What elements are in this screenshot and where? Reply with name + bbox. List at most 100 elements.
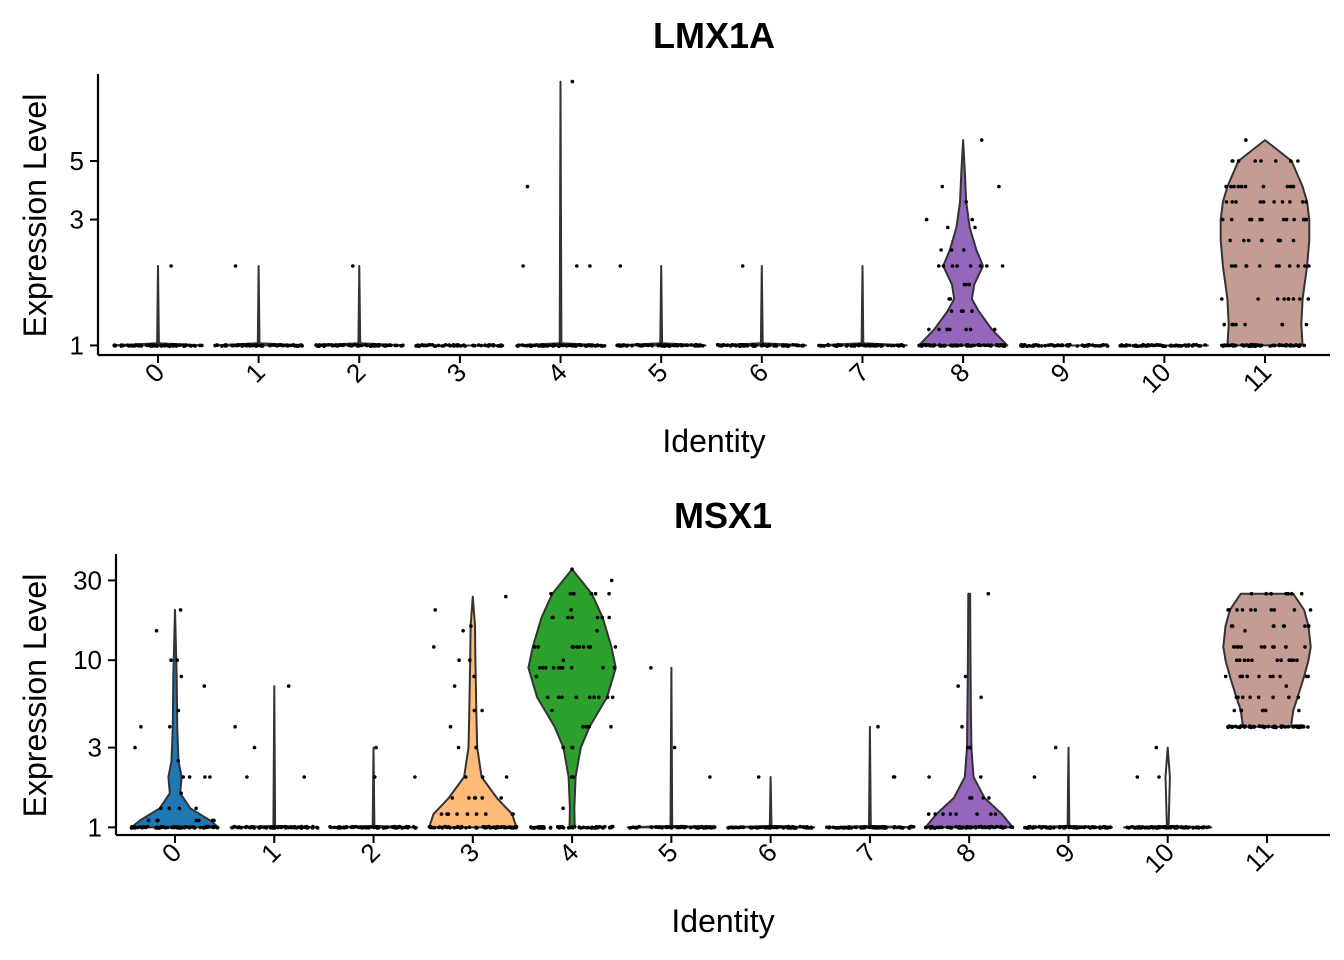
data-point — [311, 824, 315, 829]
data-point — [1153, 343, 1158, 348]
data-point — [1282, 297, 1286, 301]
data-point — [472, 343, 477, 348]
data-point — [751, 342, 755, 347]
data-point — [599, 343, 603, 348]
data-point — [352, 343, 357, 347]
data-point — [413, 826, 417, 830]
data-point — [337, 343, 341, 348]
data-point — [1288, 184, 1293, 189]
data-point — [1239, 645, 1243, 649]
data-point — [928, 826, 933, 830]
data-point — [1256, 297, 1260, 301]
x-tick-label: 10 — [1135, 357, 1177, 399]
data-point — [911, 825, 916, 829]
data-point — [1098, 826, 1103, 830]
data-point — [1120, 343, 1124, 348]
data-point — [968, 327, 973, 332]
data-point — [570, 745, 575, 750]
data-point — [1075, 344, 1080, 348]
data-point — [972, 343, 976, 348]
data-point — [731, 343, 735, 347]
data-point — [381, 343, 386, 348]
data-point — [956, 684, 960, 688]
data-point — [607, 615, 611, 620]
x-tick-label: 2 — [340, 357, 371, 388]
data-point — [772, 825, 776, 830]
violin-cluster-0 — [112, 264, 204, 349]
data-point — [1296, 695, 1301, 700]
data-point — [1289, 658, 1293, 662]
data-point — [773, 343, 777, 348]
data-point — [557, 695, 561, 700]
data-point — [594, 825, 599, 830]
data-point — [1295, 724, 1300, 729]
data-point — [862, 343, 866, 348]
data-point — [745, 344, 750, 348]
data-point — [838, 343, 842, 348]
data-point — [764, 826, 768, 830]
data-point — [167, 806, 171, 811]
data-point — [522, 343, 526, 348]
data-point — [618, 264, 623, 268]
data-point — [192, 826, 197, 830]
data-point — [1032, 775, 1037, 779]
data-point — [692, 825, 697, 829]
data-point — [601, 826, 605, 830]
data-point — [200, 343, 204, 348]
data-point — [504, 594, 508, 599]
data-point — [166, 825, 170, 830]
data-point — [1291, 658, 1296, 662]
data-point — [1271, 695, 1275, 700]
data-point — [1147, 343, 1151, 348]
data-point — [1284, 591, 1288, 596]
data-point — [1259, 159, 1263, 163]
data-point — [432, 645, 436, 649]
data-point — [203, 775, 207, 779]
data-point — [233, 264, 238, 268]
data-point — [1271, 645, 1275, 649]
data-point — [846, 826, 851, 830]
data-point — [268, 826, 273, 830]
data-point — [1259, 238, 1264, 243]
data-point — [192, 343, 196, 348]
violin-cluster-4 — [515, 79, 607, 349]
data-point — [467, 825, 472, 829]
data-point — [139, 724, 143, 729]
data-point — [349, 344, 354, 348]
data-point — [980, 825, 985, 830]
x-tick-label: 6 — [751, 837, 782, 868]
data-point — [365, 343, 370, 348]
data-point — [436, 825, 441, 830]
data-point — [583, 344, 588, 348]
data-point — [1301, 217, 1306, 222]
data-point — [964, 327, 968, 332]
data-point — [136, 825, 140, 830]
data-point — [685, 343, 690, 348]
data-point — [983, 343, 988, 348]
y-tick-label: 1 — [70, 330, 84, 360]
data-point — [939, 248, 943, 252]
data-point — [607, 591, 611, 596]
data-point — [1248, 695, 1252, 700]
data-point — [821, 343, 826, 348]
data-point — [711, 825, 715, 830]
violin-cluster-9 — [1023, 745, 1114, 830]
data-point — [347, 343, 351, 348]
data-point — [889, 343, 894, 348]
data-point — [1243, 343, 1247, 348]
data-point — [927, 327, 931, 332]
data-point — [1031, 825, 1036, 829]
data-point — [1046, 343, 1051, 348]
data-point — [1275, 297, 1280, 301]
data-point — [1225, 343, 1230, 348]
data-point — [306, 825, 311, 830]
data-point — [314, 343, 319, 348]
chart-title: MSX1 — [674, 495, 772, 536]
data-point — [340, 343, 345, 348]
violin-cluster-6 — [726, 775, 816, 830]
data-point — [1230, 200, 1234, 204]
data-point — [1246, 658, 1250, 662]
data-point — [978, 343, 983, 348]
data-point — [1091, 825, 1096, 830]
data-point — [1232, 184, 1236, 189]
